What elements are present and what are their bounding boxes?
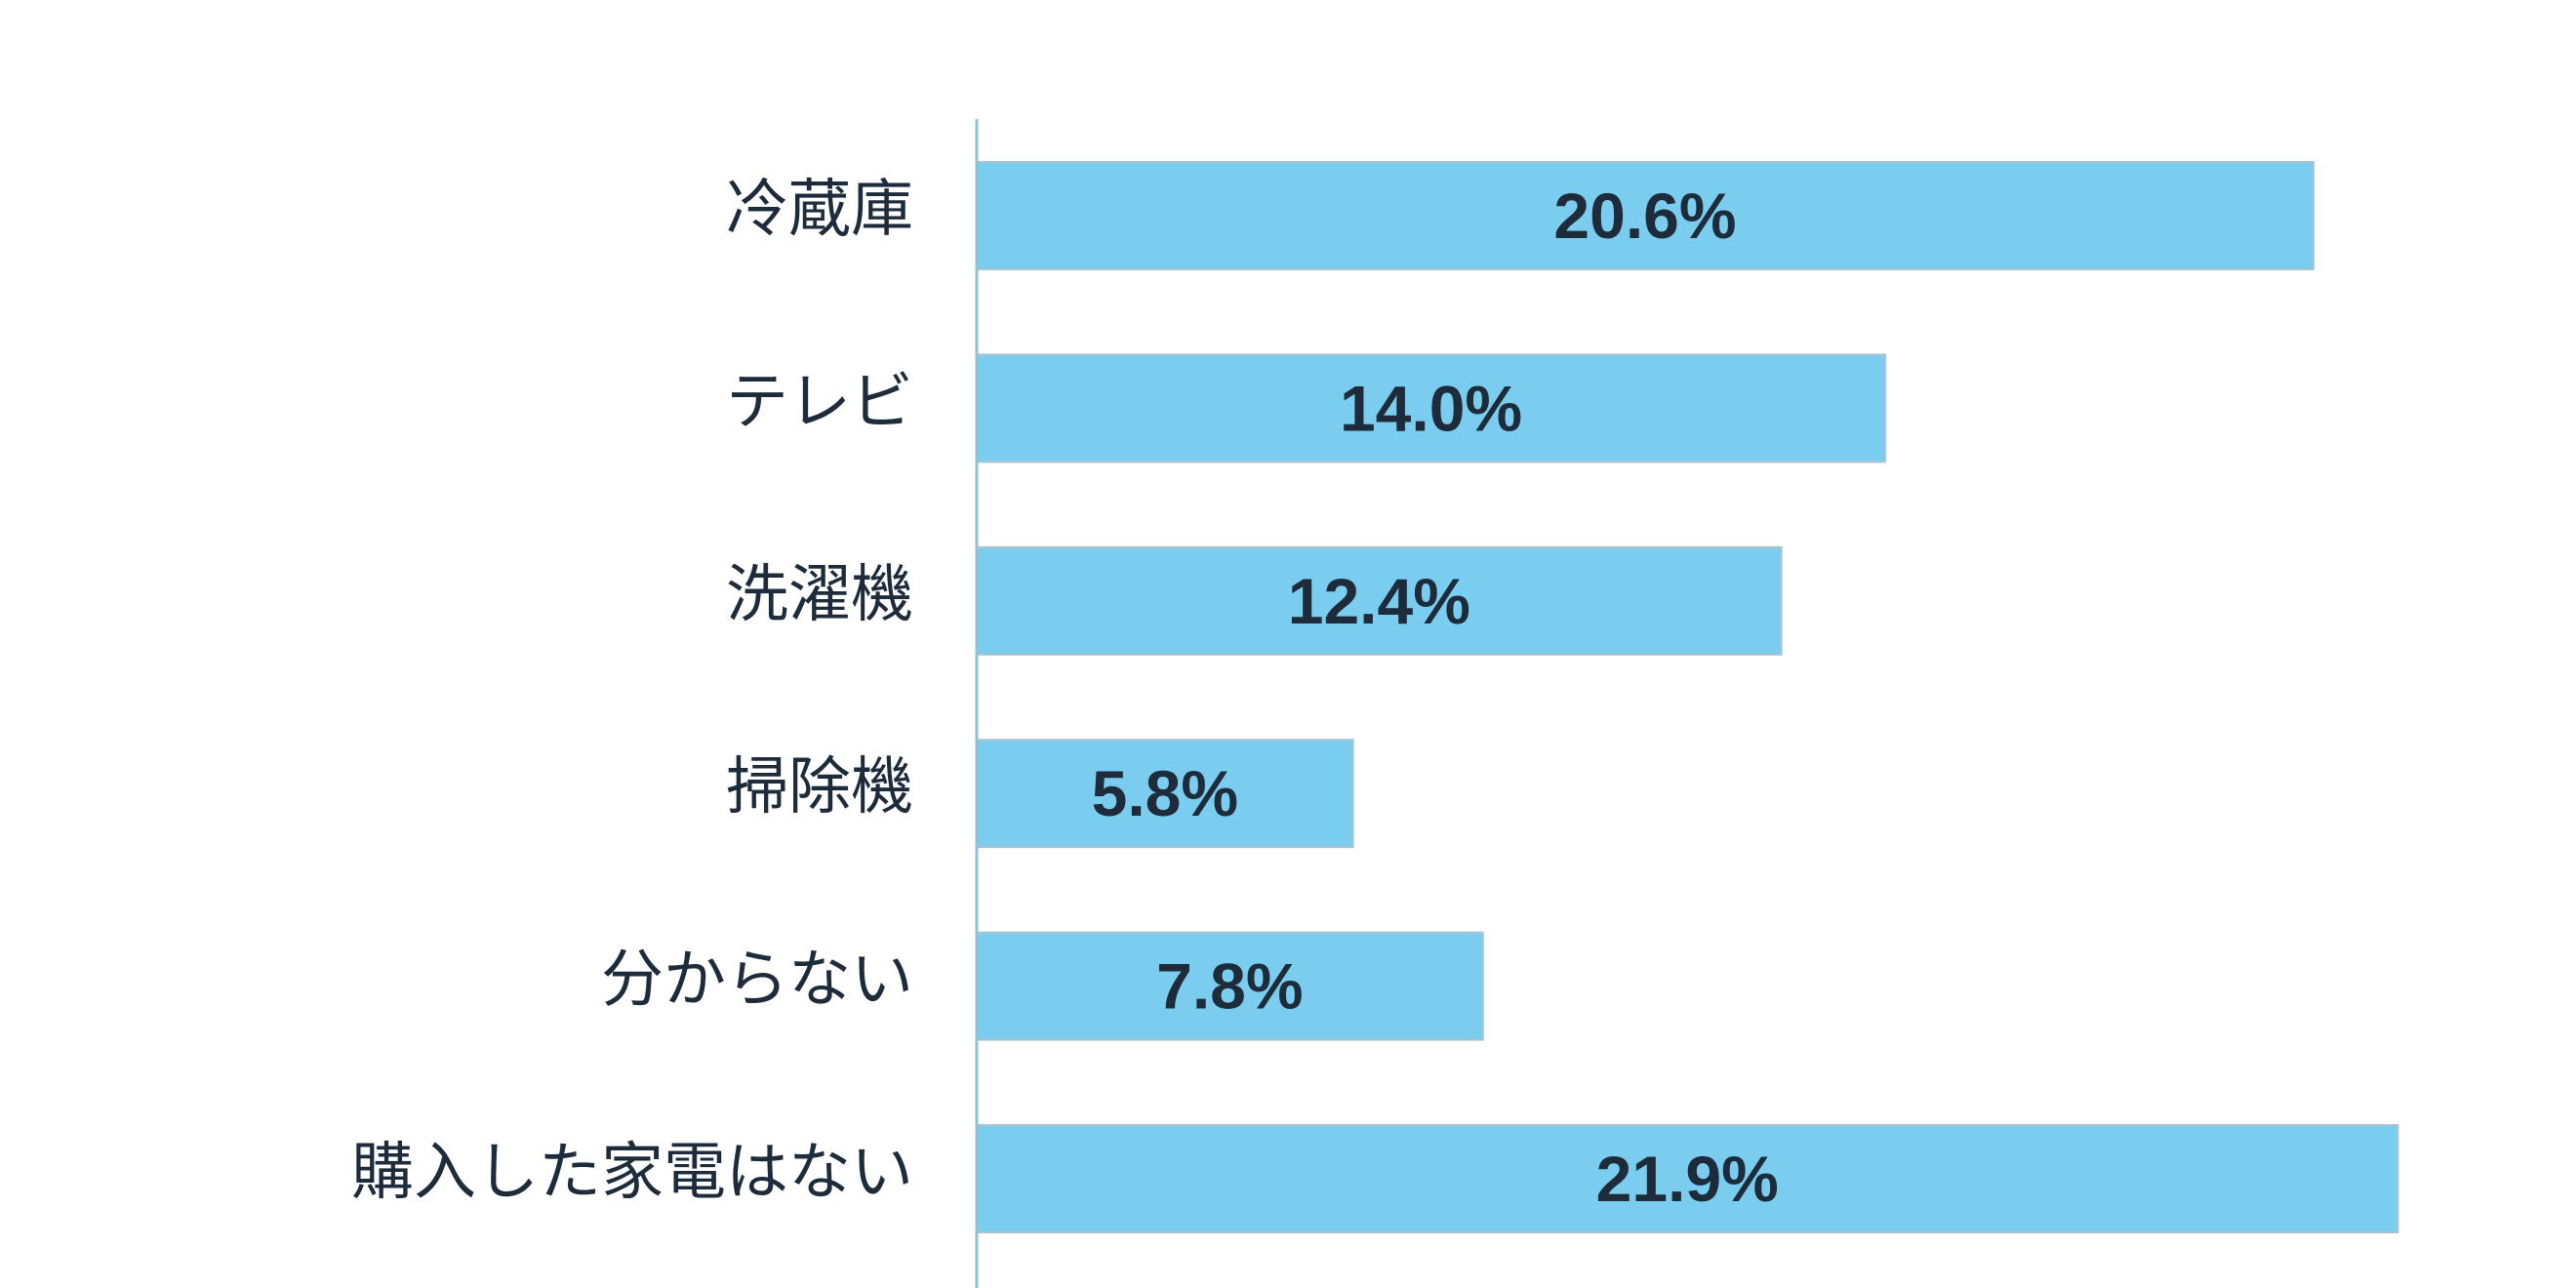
category-label: テレビ bbox=[726, 366, 913, 438]
category-label: 購入した家電はない bbox=[351, 1137, 913, 1209]
bar-value-label: 20.6% bbox=[1553, 180, 1736, 252]
category-label: 分からない bbox=[601, 945, 913, 1017]
bars-layer: 20.6% 冷蔵庫 14.0% テレビ 12.4% 洗濯機 5.8% 掃除機 7.8% 分からない… bbox=[351, 161, 2399, 1233]
category-label: 洗濯機 bbox=[726, 559, 913, 631]
bar-value-label: 14.0% bbox=[1340, 372, 1522, 444]
category-label: 冷蔵庫 bbox=[726, 174, 913, 246]
bar-value-label: 5.8% bbox=[1092, 757, 1238, 829]
bar bbox=[976, 739, 1354, 849]
bar bbox=[976, 545, 1783, 656]
bar-value-label: 7.8% bbox=[1156, 950, 1303, 1023]
bar bbox=[976, 161, 2314, 270]
bar-value-label: 21.9% bbox=[1596, 1143, 1779, 1215]
category-label: 掃除機 bbox=[726, 751, 913, 824]
bar bbox=[976, 353, 1887, 463]
bar bbox=[976, 931, 1484, 1041]
bar-value-label: 12.4% bbox=[1288, 565, 1470, 637]
bar bbox=[976, 1124, 2399, 1233]
